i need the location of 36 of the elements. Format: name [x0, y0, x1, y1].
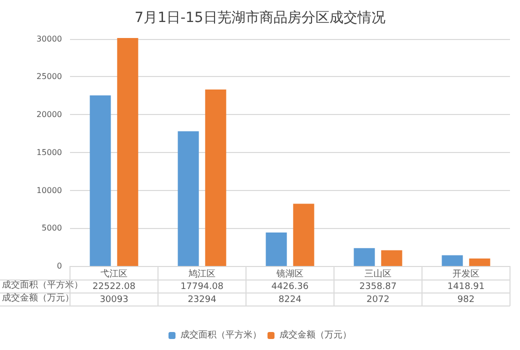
y-tick-label: 30000 — [36, 34, 62, 44]
y-tick-label: 15000 — [36, 148, 62, 157]
data-label: 8224 — [278, 295, 302, 305]
data-label: 23294 — [188, 295, 217, 305]
bar — [90, 95, 111, 266]
data-label: 22522.08 — [92, 282, 136, 292]
x-tick-label: 镜湖区 — [276, 268, 304, 280]
data-label: 30093 — [100, 295, 128, 305]
y-tick-label: 10000 — [36, 186, 62, 195]
x-tick-label: 弋江区 — [100, 268, 128, 280]
data-label: 4426.36 — [271, 282, 309, 292]
data-label: 2072 — [366, 295, 390, 305]
data-label: 1418.91 — [447, 282, 485, 292]
bar — [354, 248, 375, 266]
bar — [469, 258, 490, 266]
legend-label: 成交面积（平方米） — [180, 330, 262, 340]
text: 成交金额（万元） — [2, 294, 74, 304]
bar — [442, 255, 463, 266]
data-label: 17794.08 — [180, 282, 224, 292]
data-label: 2358.87 — [359, 282, 397, 292]
x-tick-label: 三山区 — [364, 268, 392, 280]
y-tick-label: 0 — [56, 262, 62, 270]
y-tick-label: 5000 — [42, 224, 62, 233]
bar — [178, 131, 199, 266]
bar — [381, 250, 402, 266]
bar — [293, 204, 314, 266]
bar — [117, 38, 138, 266]
legend-label: 成交金额（万元） — [280, 330, 352, 340]
x-tick-label: 鸠江区 — [188, 268, 216, 280]
y-tick-label: 20000 — [36, 110, 62, 120]
bar — [205, 90, 226, 266]
y-tick-label: 25000 — [36, 72, 62, 82]
x-tick-label: 开发区 — [452, 268, 480, 280]
bar — [266, 232, 287, 266]
chart-title: 7月1日-15日芜湖市商品房分区成交情况 — [134, 10, 386, 26]
data-label: 982 — [457, 295, 475, 305]
